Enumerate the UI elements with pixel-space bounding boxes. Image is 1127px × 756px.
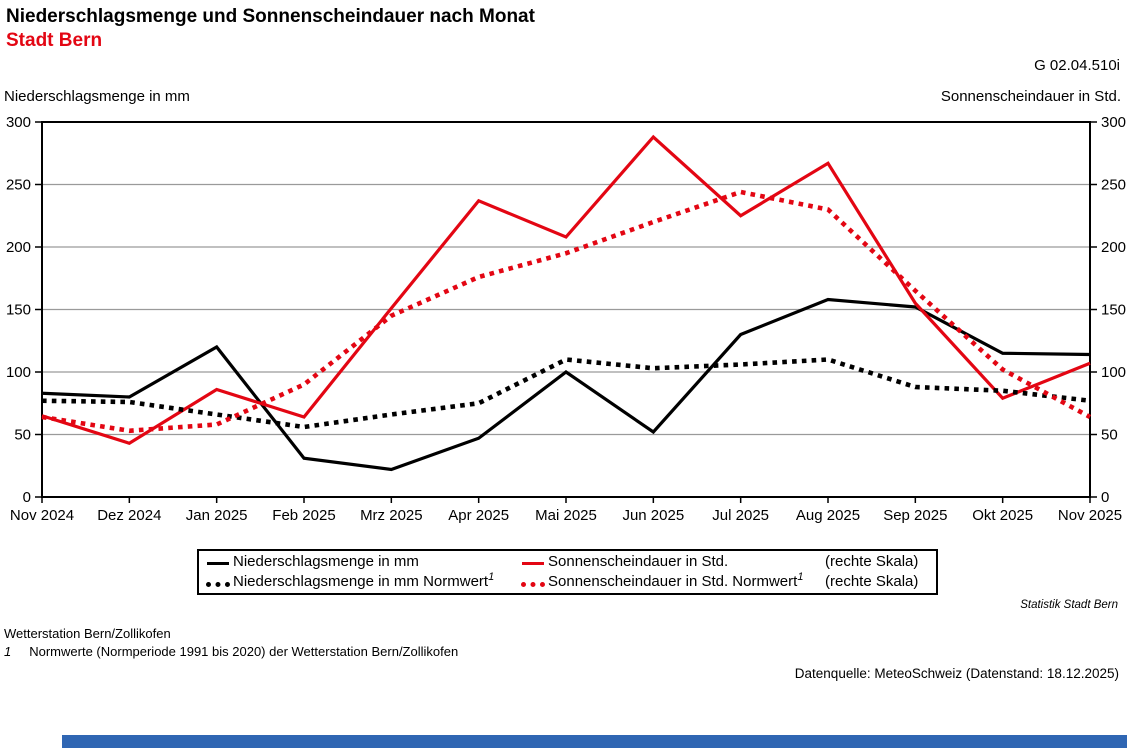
- right-axis-tick-label: 300: [1101, 114, 1126, 131]
- x-axis-month-label: Apr 2025: [448, 507, 509, 524]
- right-axis-tick-label: 0: [1101, 489, 1109, 506]
- legend-marker-sonnenschein-normwert-dotted: [521, 582, 545, 587]
- right-axis-unit-label: Sonnenscheindauer in Std.: [940, 88, 1121, 105]
- station-text: Wetterstation Bern/Zollikofen: [4, 626, 171, 641]
- x-axis-month-label: Sep 2025: [883, 507, 947, 524]
- x-axis-month-label: Dez 2024: [97, 507, 161, 524]
- data-source-text: Datenquelle: MeteoSchweiz (Datenstand: 1…: [794, 666, 1119, 681]
- x-axis-month-label: Mai 2025: [535, 507, 597, 524]
- x-axis-month-label: Okt 2025: [972, 507, 1033, 524]
- left-axis-tick-label: 0: [23, 489, 31, 506]
- footnote-text: Normwerte (Normperiode 1991 bis 2020) de…: [29, 644, 459, 659]
- left-axis-unit-label: Niederschlagsmenge in mm: [4, 88, 190, 105]
- left-axis-tick-label: 300: [6, 114, 31, 131]
- series-line-niederschlagsmenge-in-mm-normwert: [41, 357, 1091, 430]
- right-axis-tick-label: 200: [1101, 239, 1126, 256]
- legend-footnote-sup: 1: [797, 571, 804, 583]
- page-title: Niederschlagsmenge und Sonnenscheindauer…: [6, 6, 535, 27]
- legend-label-sonnenschein-normwert: Sonnenscheindauer in Std. Normwert1: [548, 571, 804, 591]
- legend-label-sonnenschein: Sonnenscheindauer in Std.: [548, 553, 729, 570]
- legend-footnote-sup: 1: [488, 571, 495, 583]
- x-axis-month-label: Nov 2025: [1058, 507, 1122, 524]
- left-axis-tick-label: 200: [6, 239, 31, 256]
- x-axis-month-label: Aug 2025: [796, 507, 860, 524]
- series-line-sonnenscheindauer-in-std-normwert: [41, 189, 1092, 434]
- right-axis-tick-label: 250: [1101, 177, 1126, 194]
- bottom-blue-bar: [62, 735, 1127, 748]
- series-line-niederschlagsmenge-in-mm: [41, 297, 1091, 472]
- attribution-text: Statistik Stadt Bern: [1020, 599, 1118, 611]
- line-chart: 0 0 50 50 100 100 150 150 200 200 250 250 300 300 Nov …: [6, 114, 1126, 524]
- left-axis-tick-label: 250: [6, 177, 31, 194]
- legend-marker-sonnenschein-solid: [522, 562, 544, 565]
- x-axis-month-label: Feb 2025: [272, 507, 335, 524]
- legend-label-niederschlag-normwert-text: Niederschlagsmenge in mm Normwert: [233, 573, 489, 590]
- legend-label-sonnenschein-normwert-text: Sonnenscheindauer in Std. Normwert: [548, 573, 798, 590]
- legend-note-rechte-skala-2: (rechte Skala): [825, 573, 919, 590]
- figure-code: G 02.04.510i: [1034, 57, 1120, 74]
- legend-box: Niederschlagsmenge in mm Sonnenscheindau…: [197, 549, 938, 595]
- legend-marker-niederschlag-normwert-dotted: [206, 582, 230, 587]
- footnote-marker: 1: [4, 644, 12, 659]
- legend-label-niederschlag: Niederschlagsmenge in mm: [233, 553, 419, 570]
- series-line-sonnenscheindauer-in-std: [41, 134, 1091, 445]
- x-axis-month-label: Nov 2024: [10, 507, 74, 524]
- page-subtitle: Stadt Bern: [6, 30, 103, 51]
- x-axis-month-label: Mrz 2025: [360, 507, 423, 524]
- right-axis-tick-label: 50: [1101, 427, 1118, 444]
- x-axis-month-label: Jan 2025: [186, 507, 248, 524]
- left-axis-tick-label: 100: [6, 364, 31, 381]
- x-axis-month-label: Jun 2025: [622, 507, 684, 524]
- x-axis-month-label: Jul 2025: [712, 507, 769, 524]
- footnote-line: 1 Normwerte (Normperiode 1991 bis 2020) d…: [4, 644, 458, 659]
- right-axis-tick-label: 150: [1101, 302, 1126, 319]
- legend-marker-niederschlag-solid: [207, 562, 229, 565]
- legend-note-rechte-skala-1: (rechte Skala): [825, 553, 919, 570]
- right-axis-tick-label: 100: [1101, 364, 1126, 381]
- left-axis-tick-label: 50: [14, 427, 31, 444]
- left-axis-tick-label: 150: [6, 302, 31, 319]
- legend-label-niederschlag-normwert: Niederschlagsmenge in mm Normwert1: [233, 571, 495, 591]
